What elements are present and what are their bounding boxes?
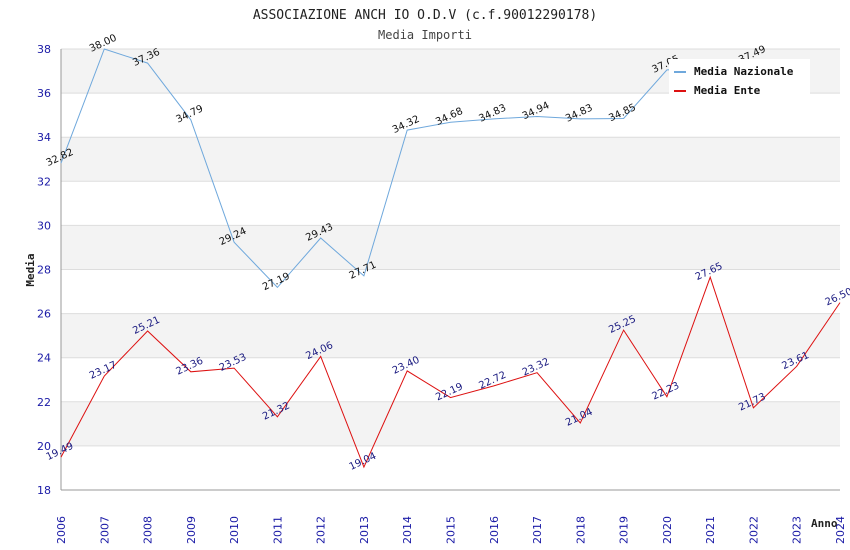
y-tick-label: 26 [37,308,51,321]
y-tick-label: 30 [37,219,51,232]
y-tick-label: 18 [37,484,51,497]
y-tick-label: 34 [37,131,51,144]
x-tick-label: 2014 [401,516,414,544]
data-label-ente: 19.04 [348,451,379,473]
legend-box [669,59,810,99]
x-tick-label: 2020 [661,516,674,544]
data-label-nazionale: 34.68 [434,106,465,128]
grid-band [61,225,840,270]
chart-subtitle: Media Importi [378,28,472,42]
series-line-ente [60,275,841,469]
y-tick-label: 24 [37,352,51,365]
x-tick-label: 2010 [228,516,241,544]
x-tick-label: 2013 [358,516,371,544]
data-label-nazionale: 34.83 [477,103,508,125]
x-tick-label: 2006 [55,516,68,544]
y-tick-labels: 18 20 22 24 26 28 30 32 34 36 38 [37,43,51,497]
x-tick-label: 2021 [704,516,717,544]
x-tick-label: 2007 [98,516,111,544]
data-label-nazionale: 34.85 [607,102,638,124]
data-label-ente: 23.32 [521,356,552,378]
x-tick-label: 2009 [185,516,198,544]
data-label-ente: 22.19 [434,381,465,403]
x-tick-label: 2015 [445,516,458,544]
y-tick-label: 28 [37,264,51,277]
data-label-ente: 22.72 [477,370,508,392]
grid-band [61,401,840,446]
data-label-nazionale: 27.19 [261,271,292,293]
data-label-nazionale: 34.94 [521,100,552,122]
series-lines [60,48,841,469]
y-tick-label: 32 [37,175,51,188]
x-tick-label: 2016 [488,516,501,544]
legend-label-ente: Media Ente [694,84,761,97]
x-tick-label: 2019 [618,516,631,544]
legend: Media Nazionale Media Ente [669,59,810,99]
y-tick-label: 36 [37,87,51,100]
x-tick-labels: 2006 2007 2008 2009 2010 2011 2012 2013 2014 2015… [55,516,847,544]
grid-bands [61,49,840,446]
data-label-ente: 22.23 [651,380,682,402]
data-label-ente: 23.36 [174,356,205,378]
x-tick-label: 2017 [531,516,544,544]
chart-title: ASSOCIAZIONE ANCH IO O.D.V (c.f.90012290… [253,8,597,23]
x-tick-label: 2024 [834,516,847,544]
y-tick-label: 22 [37,396,51,409]
x-tick-label: 2022 [747,516,760,544]
data-label-nazionale: 34.79 [174,103,205,125]
x-tick-label: 2008 [142,516,155,544]
x-tick-label: 2012 [315,516,328,544]
x-axis-label: Anno [811,517,838,530]
y-axis-label: Media [24,253,37,286]
grid-band [61,313,840,358]
y-tick-label: 38 [37,43,51,56]
data-label-nazionale: 34.83 [564,103,595,125]
x-tick-label: 2023 [791,516,804,544]
x-tick-label: 2018 [574,516,587,544]
x-tick-label: 2011 [271,516,284,544]
grid-lines [61,48,840,491]
legend-label-nazionale: Media Nazionale [694,65,794,78]
y-tick-label: 20 [37,440,51,453]
data-label-ente: 26.50 [824,286,850,308]
series-line-nazionale [60,48,754,289]
grid-band [61,137,840,182]
